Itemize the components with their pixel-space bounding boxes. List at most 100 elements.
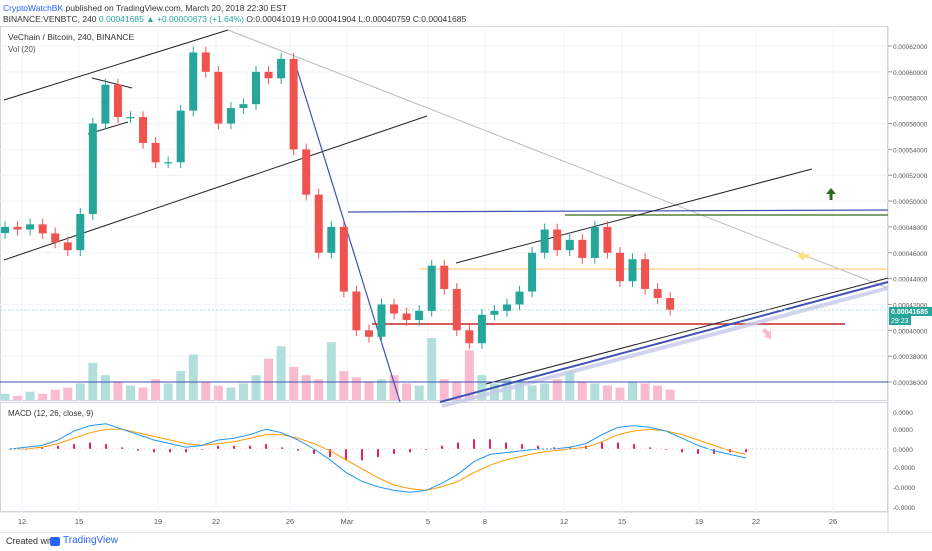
volume-bar bbox=[238, 383, 248, 400]
macd-histogram-bar bbox=[681, 449, 683, 453]
candle-body bbox=[402, 313, 411, 320]
volume-bar bbox=[25, 391, 35, 400]
candle-body bbox=[615, 252, 624, 282]
volume-bar bbox=[615, 387, 625, 400]
volume-bar bbox=[540, 383, 550, 400]
candle-body bbox=[565, 239, 574, 251]
volume-bar bbox=[50, 389, 60, 400]
descending-gray-line bbox=[227, 29, 889, 289]
candle-body bbox=[189, 52, 198, 111]
candle-body bbox=[653, 288, 662, 298]
candle-body bbox=[101, 84, 110, 124]
candle-body bbox=[38, 224, 47, 234]
y-tick-label: 0.00056000 bbox=[893, 122, 928, 129]
macd-histogram-bar bbox=[521, 444, 523, 449]
volume-bar bbox=[590, 383, 600, 400]
volume-bar bbox=[151, 379, 161, 400]
candle-body bbox=[151, 142, 160, 163]
volume-bar bbox=[439, 379, 449, 400]
macd-histogram-bar bbox=[217, 445, 219, 449]
macd-histogram-bar bbox=[697, 449, 699, 454]
x-tick-label: 12 bbox=[560, 517, 568, 526]
candle-body bbox=[126, 117, 135, 119]
candle-body bbox=[490, 310, 499, 315]
volume-bar bbox=[38, 393, 48, 400]
macd-y-tick-label: -0.0000 bbox=[893, 505, 915, 512]
countdown-text: 29:23 bbox=[891, 318, 909, 325]
macd-y-tick-label: 0.0000 bbox=[893, 427, 913, 434]
macd-histogram-bar bbox=[345, 449, 347, 461]
volume-bar bbox=[176, 371, 186, 400]
volume-bar bbox=[665, 389, 675, 400]
candle-body bbox=[666, 298, 675, 310]
macd-indicator bbox=[0, 423, 888, 493]
candle-body bbox=[628, 259, 637, 282]
y-tick-label: 0.00052000 bbox=[893, 173, 928, 180]
tradingview-logo-icon bbox=[50, 537, 60, 546]
volume-bar bbox=[364, 381, 374, 400]
volume-bar bbox=[213, 385, 223, 400]
candle-body bbox=[289, 58, 298, 150]
author-link[interactable]: CryptoWatchBK bbox=[3, 3, 64, 13]
symbol-label: BINANCE:VENBTC, 240 bbox=[3, 14, 97, 24]
macd-histogram-bar bbox=[473, 439, 475, 449]
time-axis[interactable]: 12 15 19 22 26 Mar 5 8 12 15 19 22 26 bbox=[18, 517, 837, 526]
y-tick-label: 0.00038000 bbox=[893, 354, 928, 361]
tradingview-brand-link[interactable]: TradingView bbox=[63, 535, 119, 546]
macd-histogram-bar bbox=[185, 449, 187, 453]
low-text: L:0.00040759 bbox=[358, 14, 411, 24]
volume-bar bbox=[339, 371, 349, 400]
chart-header: CryptoWatchBK published on TradingView.c… bbox=[0, 0, 932, 26]
macd-histogram-bar bbox=[505, 442, 507, 449]
candle-body bbox=[51, 233, 60, 243]
candle-body bbox=[427, 265, 436, 311]
macd-histogram-bar bbox=[73, 444, 75, 449]
candle-body bbox=[590, 226, 599, 258]
x-tick-label: 12 bbox=[18, 517, 26, 526]
chart-area[interactable]: 0.00062000 0.00060000 0.00058000 0.00056000… bbox=[0, 26, 932, 532]
y-tick-label: 0.00036000 bbox=[893, 380, 928, 387]
last-price-tag-text: 0.00041685 bbox=[891, 309, 928, 316]
symbol-legend-title: VeChain / Bitcoin, 240, BINANCE bbox=[8, 32, 134, 42]
volume-bar bbox=[75, 383, 85, 400]
volume-bar bbox=[552, 379, 562, 400]
published-text: published on TradingView.com, March 20, … bbox=[65, 3, 287, 13]
macd-histogram-bar bbox=[265, 444, 267, 449]
x-tick-label: 26 bbox=[286, 517, 294, 526]
trendline-drawings[interactable] bbox=[0, 29, 889, 408]
x-tick-label: 22 bbox=[752, 517, 760, 526]
macd-histogram-bar bbox=[633, 444, 635, 449]
candle-body bbox=[327, 226, 336, 253]
volume-bar bbox=[640, 383, 650, 400]
macd-histogram-bar bbox=[617, 442, 619, 449]
candle-body bbox=[528, 252, 537, 292]
volume-bar bbox=[251, 375, 261, 400]
y-tick-label: 0.00050000 bbox=[893, 199, 928, 206]
candle-body bbox=[176, 110, 185, 163]
macd-histogram-bar bbox=[233, 445, 235, 449]
macd-histogram-bar bbox=[601, 442, 603, 449]
y-tick-label: 0.00040000 bbox=[893, 328, 928, 335]
price-axis[interactable]: 0.00062000 0.00060000 0.00058000 0.00056000… bbox=[888, 44, 928, 512]
channel-lower-line bbox=[3, 115, 428, 261]
macd-y-tick-label: 0.0000 bbox=[893, 410, 913, 417]
macd-histogram-bar bbox=[713, 449, 715, 454]
candle-body bbox=[477, 314, 486, 344]
candle-body bbox=[201, 52, 210, 72]
macd-histogram-bar bbox=[329, 449, 331, 458]
green-up-arrow-icon bbox=[826, 188, 836, 200]
candle-body bbox=[1, 226, 9, 234]
x-tick-label: 8 bbox=[483, 517, 487, 526]
macd-histogram-bar bbox=[489, 439, 491, 449]
candle-body bbox=[377, 304, 386, 337]
macd-histogram-bar bbox=[649, 447, 651, 449]
volume-bar bbox=[351, 377, 361, 400]
x-tick-label: 26 bbox=[829, 517, 837, 526]
up-arrow-icon: ▲ bbox=[146, 14, 155, 24]
volume-bar bbox=[113, 381, 123, 400]
volume-bar bbox=[301, 375, 311, 400]
volume-bar bbox=[402, 383, 412, 400]
x-tick-label: 19 bbox=[154, 517, 162, 526]
candle-body bbox=[13, 226, 22, 230]
volume-bar bbox=[63, 387, 73, 400]
